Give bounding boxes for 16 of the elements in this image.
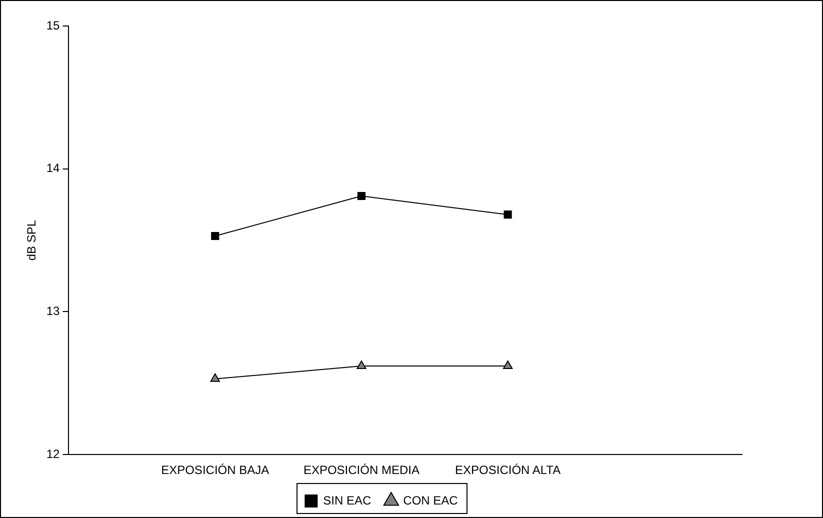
point <box>211 232 220 240</box>
y-tick-label: 15 <box>46 18 60 32</box>
point <box>502 360 513 370</box>
y-tick-label: 14 <box>46 161 60 176</box>
point <box>356 360 366 370</box>
y-tick-label: 13 <box>46 304 60 318</box>
legend-label: CON EAC <box>403 493 458 508</box>
y-axis-title: dB SPL <box>24 220 39 261</box>
point <box>357 192 366 200</box>
point <box>504 210 512 219</box>
legend-label: SIN EAC <box>323 493 372 508</box>
point <box>210 373 220 382</box>
y-tick-label: 12 <box>46 446 60 461</box>
x-tick-label: EXPOSICIÓN ALTA <box>455 463 561 478</box>
x-tick-label: EXPOSICIÓN MEDIA <box>303 463 420 478</box>
x-tick-label: EXPOSICIÓN BAJA <box>161 463 270 478</box>
